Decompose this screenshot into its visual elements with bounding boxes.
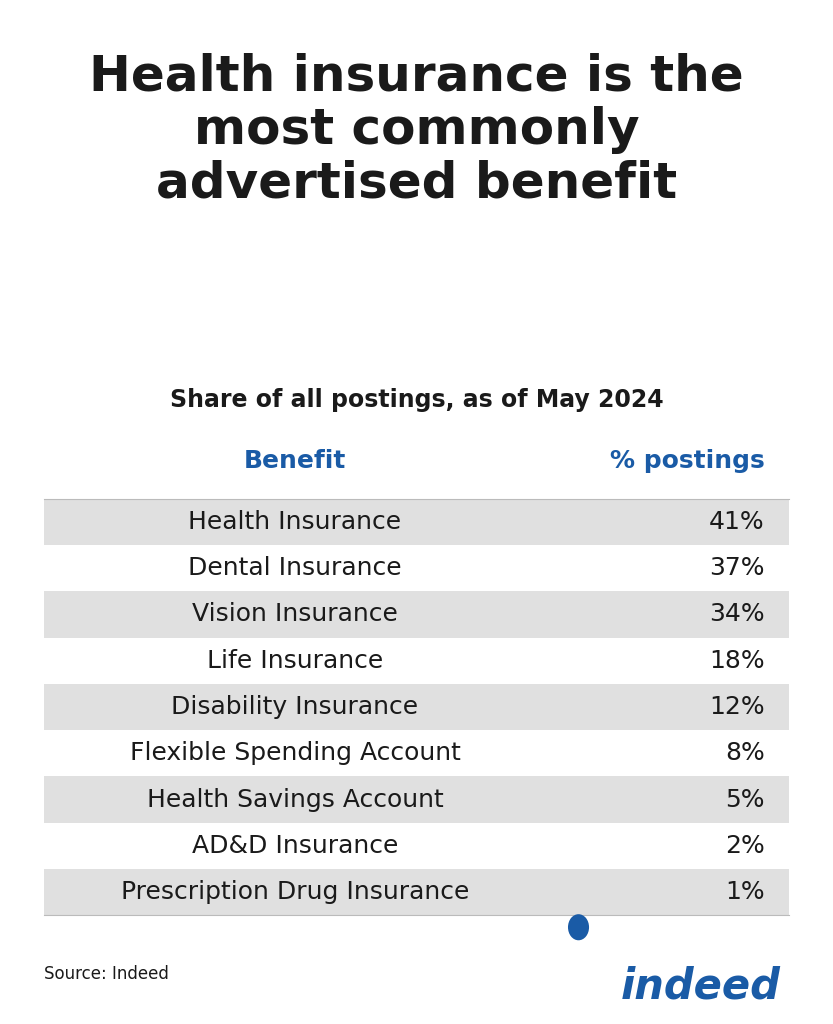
Bar (44, 684, 789, 730)
Text: Disability Insurance: Disability Insurance (172, 695, 418, 719)
Text: 12%: 12% (709, 695, 765, 719)
Text: 8%: 8% (725, 741, 765, 765)
Text: Dental Insurance: Dental Insurance (188, 556, 402, 581)
Text: Benefit: Benefit (244, 449, 347, 472)
Bar (44, 776, 789, 822)
Text: Life Insurance: Life Insurance (207, 648, 383, 673)
Text: 41%: 41% (709, 510, 765, 534)
Text: Share of all postings, as of May 2024: Share of all postings, as of May 2024 (170, 388, 663, 413)
Text: Health insurance is the
most commonly
advertised benefit: Health insurance is the most commonly ad… (89, 52, 744, 208)
Text: Flexible Spending Account: Flexible Spending Account (130, 741, 461, 765)
Bar (44, 869, 789, 915)
Text: AD&D Insurance: AD&D Insurance (192, 834, 398, 858)
Text: % postings: % postings (610, 449, 765, 472)
Text: 18%: 18% (709, 648, 765, 673)
Text: 2%: 2% (725, 834, 765, 858)
Text: Prescription Drug Insurance: Prescription Drug Insurance (121, 880, 469, 904)
Text: Source: Indeed: Source: Indeed (44, 966, 169, 983)
Text: indeed: indeed (621, 966, 781, 1008)
Text: Health Savings Account: Health Savings Account (147, 787, 443, 811)
Text: Vision Insurance: Vision Insurance (192, 602, 398, 627)
Text: Health Insurance: Health Insurance (188, 510, 402, 534)
Circle shape (568, 914, 589, 940)
Text: 34%: 34% (709, 602, 765, 627)
Bar (44, 499, 789, 545)
Text: 5%: 5% (726, 787, 765, 811)
Bar (44, 591, 789, 638)
Text: 1%: 1% (726, 880, 765, 904)
Text: 37%: 37% (710, 556, 765, 581)
